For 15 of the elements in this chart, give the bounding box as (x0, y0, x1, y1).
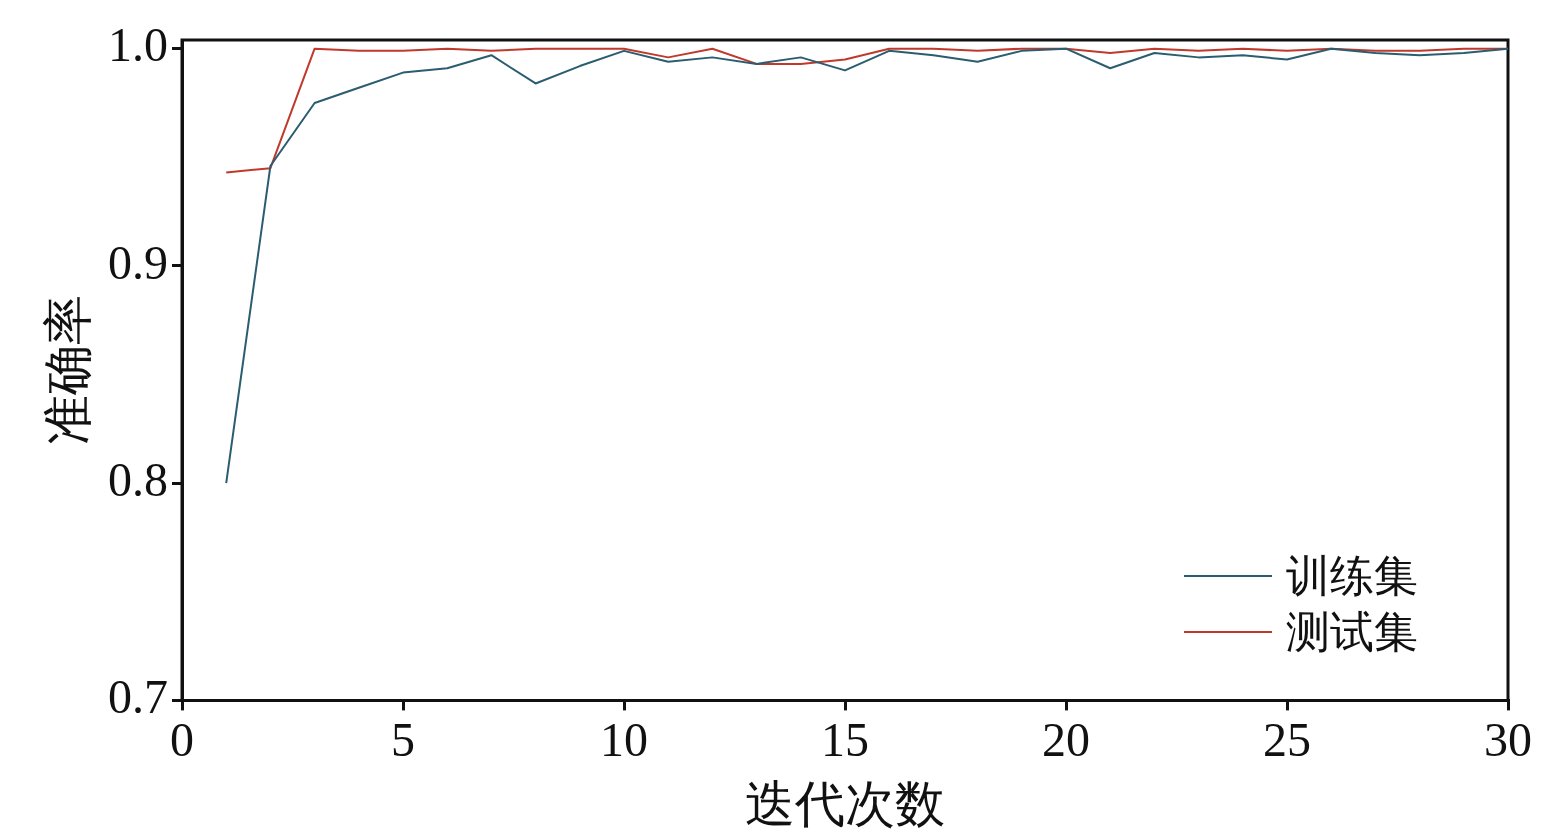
y-tick-label: 0.8 (108, 452, 168, 506)
y-tick-label: 0.7 (108, 670, 168, 724)
x-axis-title: 迭代次数 (745, 776, 945, 833)
x-tick-label: 30 (1484, 712, 1532, 766)
y-tick-label: 0.9 (108, 235, 168, 289)
y-axis-title: 准确率 (40, 295, 97, 446)
x-tick-label: 10 (600, 712, 648, 766)
x-tick-label: 15 (821, 712, 869, 766)
x-tick-label: 25 (1263, 712, 1311, 766)
legend-label: 训练集 (1286, 550, 1418, 603)
legend-label: 测试集 (1286, 606, 1418, 659)
x-tick-label: 0 (170, 712, 194, 766)
x-tick-label: 5 (391, 712, 415, 766)
y-tick-label: 1.0 (108, 18, 168, 72)
x-tick-label: 20 (1042, 712, 1090, 766)
